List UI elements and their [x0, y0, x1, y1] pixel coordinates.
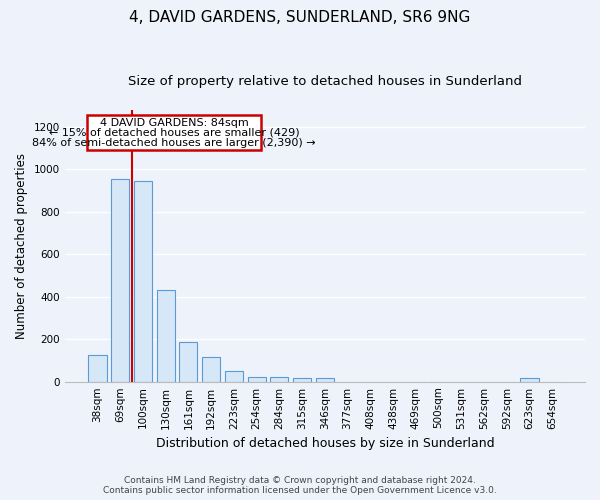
Text: 4 DAVID GARDENS: 84sqm: 4 DAVID GARDENS: 84sqm [100, 118, 248, 128]
Bar [111, 179, 129, 382]
Bar [88, 354, 107, 382]
Y-axis label: Number of detached properties: Number of detached properties [15, 153, 28, 339]
Bar [179, 342, 197, 382]
Bar [316, 378, 334, 382]
Bar [202, 358, 220, 382]
Title: Size of property relative to detached houses in Sunderland: Size of property relative to detached ho… [128, 75, 522, 88]
Bar [248, 377, 266, 382]
Bar [520, 378, 539, 382]
Bar [225, 372, 243, 382]
X-axis label: Distribution of detached houses by size in Sunderland: Distribution of detached houses by size … [155, 437, 494, 450]
Text: ← 15% of detached houses are smaller (429): ← 15% of detached houses are smaller (42… [49, 128, 299, 138]
Bar [270, 377, 289, 382]
Text: 84% of semi-detached houses are larger (2,390) →: 84% of semi-detached houses are larger (… [32, 138, 316, 147]
FancyBboxPatch shape [87, 116, 261, 150]
Bar [293, 378, 311, 382]
Text: 4, DAVID GARDENS, SUNDERLAND, SR6 9NG: 4, DAVID GARDENS, SUNDERLAND, SR6 9NG [130, 10, 470, 25]
Bar [134, 181, 152, 382]
Bar [157, 290, 175, 382]
Text: Contains HM Land Registry data © Crown copyright and database right 2024.
Contai: Contains HM Land Registry data © Crown c… [103, 476, 497, 495]
